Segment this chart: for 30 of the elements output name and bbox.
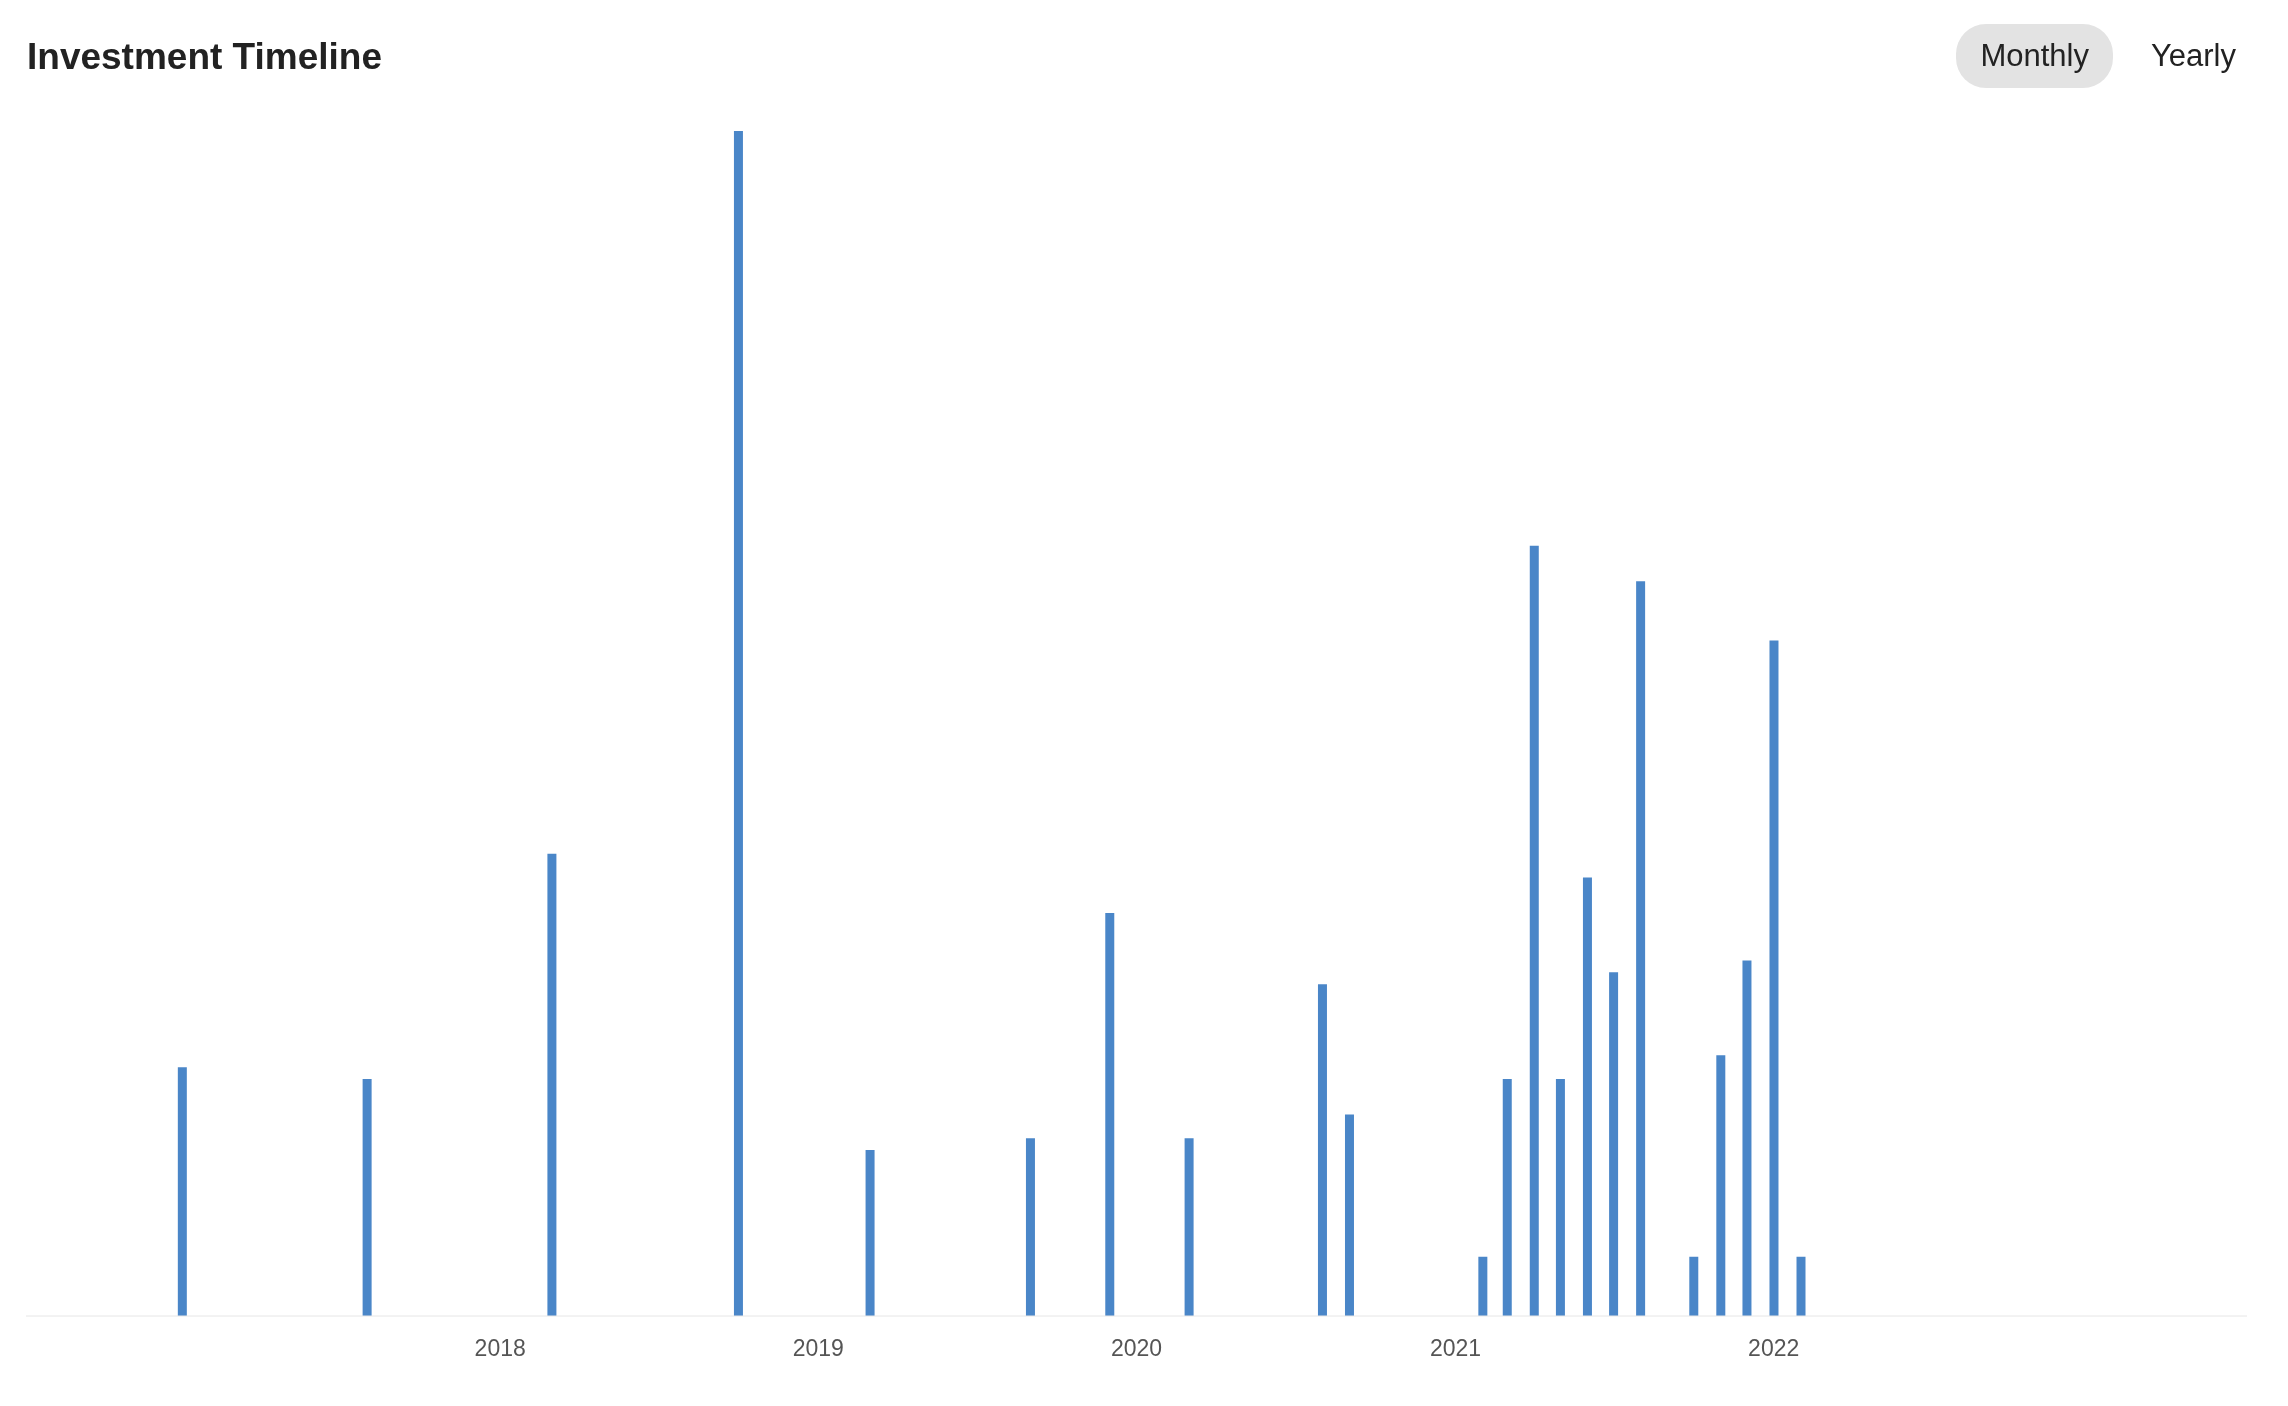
bar [1502, 1079, 1512, 1316]
text: Monthly [1956, 24, 2113, 88]
bar [1742, 960, 1752, 1316]
x-tick-label: 2018 [474, 1335, 526, 1362]
x-tick-label: 2020 [1110, 1335, 1163, 1362]
x-tick-label: 2019 [792, 1335, 844, 1362]
bar [1478, 1256, 1488, 1316]
bar [1529, 545, 1539, 1316]
bar [1317, 984, 1327, 1316]
bar [1105, 913, 1115, 1316]
x-tick-label: 2022 [1748, 1335, 1800, 1362]
bar [1609, 972, 1619, 1316]
bar [1796, 1256, 1806, 1316]
bar [1184, 1138, 1194, 1316]
bar [1555, 1079, 1565, 1316]
bar [1689, 1256, 1699, 1316]
bar [1582, 877, 1592, 1316]
bar [1769, 640, 1779, 1316]
x-tick-label: 2021 [1429, 1335, 1482, 1362]
bar [1636, 581, 1646, 1316]
bar [177, 1067, 187, 1316]
bar [1025, 1138, 1035, 1316]
bar [865, 1150, 875, 1316]
chart-title: Investment Timeline [27, 36, 383, 78]
bar [1344, 1114, 1354, 1316]
bar [362, 1079, 372, 1316]
text: Yearly [2149, 37, 2237, 75]
bar [1716, 1055, 1726, 1316]
bar [547, 853, 557, 1316]
bar [733, 131, 743, 1316]
